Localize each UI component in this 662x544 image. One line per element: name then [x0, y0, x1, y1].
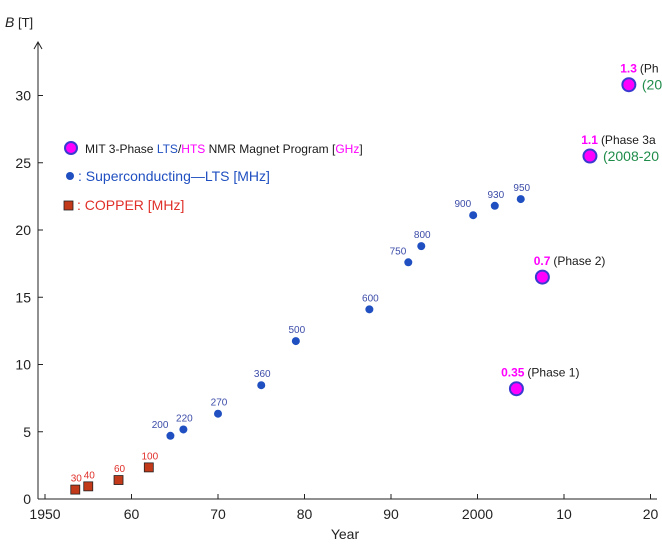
legend-mit-suffix: NMR Magnet Program [ [205, 142, 336, 156]
copper-point [143, 462, 154, 473]
legend-mit-unit: GHz [335, 142, 359, 156]
legend-mit-prefix: MIT 3-Phase [85, 142, 157, 156]
x-tick-label: 70 [210, 506, 226, 522]
legend-copper-label: : COPPER [MHz] [77, 197, 184, 213]
mit-point [508, 381, 524, 397]
y-axis-variable: B [5, 14, 14, 30]
lts-point [469, 211, 478, 220]
lts-point [257, 381, 266, 390]
x-tick-label: 20 [643, 506, 659, 522]
legend-mit-marker [64, 141, 78, 155]
y-axis-title: B [T] [5, 14, 33, 30]
copper-point-label: 100 [141, 451, 158, 462]
copper-point-label: 40 [84, 470, 96, 481]
y-tick-label: 0 [23, 491, 31, 507]
y-axis-unit: [T] [18, 15, 33, 30]
x-tick-label: 10 [556, 506, 572, 522]
lts-point-label: 950 [513, 183, 530, 194]
mit-phase-note: (Phase 2) [553, 254, 605, 268]
x-tick-label: 2000 [462, 506, 493, 522]
x-axis-title: Year [331, 526, 360, 542]
x-tick-label: 80 [297, 506, 313, 522]
axes: 0 5 10 15 20 25 30 1950 60 70 80 90 2000 10 20 Year [15, 40, 659, 542]
legend-copper-marker [63, 200, 74, 211]
copper-point [70, 484, 81, 495]
x-tick-label: 90 [383, 506, 399, 522]
lts-point [417, 242, 426, 251]
copper-point-label: 60 [114, 464, 126, 475]
mit-phase-years: (2008-20 [603, 148, 659, 164]
mit-phase-note: (Phase 3a [601, 133, 656, 147]
lts-point [490, 201, 499, 210]
y-tick-label: 25 [15, 155, 31, 171]
legend: MIT 3-Phase LTS/HTS NMR Magnet Program [… [63, 141, 363, 213]
lts-point [516, 195, 525, 204]
copper-point [83, 481, 94, 492]
data-marks: 30 40 60 100 200 220 270 360 500 600 750 800 900 930 9… [70, 62, 662, 495]
lts-point-label: 750 [390, 246, 407, 257]
lts-point [179, 425, 188, 434]
mit-point [582, 148, 598, 164]
lts-point [365, 305, 374, 314]
mit-phase-years: (20 [642, 77, 662, 93]
mit-point-label: 0.7 [534, 254, 551, 268]
y-axis-arrow [33, 40, 43, 50]
legend-mit-label: MIT 3-Phase LTS/HTS NMR Magnet Program [… [85, 142, 363, 156]
lts-point-label: 220 [176, 413, 193, 424]
legend-mit-slash: / [178, 142, 182, 156]
copper-point-label: 30 [71, 474, 83, 485]
legend-lts-marker [66, 172, 74, 180]
lts-point-label: 900 [454, 199, 471, 210]
lts-point-label: 600 [362, 293, 379, 304]
x-tick-label: 1950 [29, 506, 60, 522]
copper-point [113, 475, 124, 485]
legend-lts-label: : Superconducting—LTS [MHz] [78, 168, 270, 184]
lts-point [166, 431, 175, 440]
mit-point-label: 1.3 [620, 62, 637, 76]
x-tick-label: 60 [124, 506, 140, 522]
lts-point-label: 270 [211, 398, 228, 409]
mit-point [534, 269, 550, 285]
mit-point-label: 0.35 [501, 366, 525, 380]
y-tick-label: 30 [15, 88, 31, 104]
mit-point-label: 1.1 [581, 133, 598, 147]
mit-phase-note: (Ph [640, 62, 659, 76]
legend-mit-close: ] [359, 142, 362, 156]
lts-point-label: 930 [487, 190, 504, 201]
lts-point-label: 200 [152, 420, 169, 431]
lts-point-label: 800 [414, 230, 431, 241]
lts-point-label: 500 [289, 325, 306, 336]
lts-point-label: 360 [254, 369, 271, 380]
mit-phase-note: (Phase 1) [527, 366, 579, 380]
lts-point [404, 258, 413, 267]
lts-point [291, 337, 300, 346]
y-tick-label: 20 [15, 222, 31, 238]
legend-mit-lts: LTS [157, 142, 178, 156]
y-tick-label: 5 [23, 424, 31, 440]
y-tick-label: 10 [15, 357, 31, 373]
mit-point [621, 77, 637, 93]
lts-point [214, 409, 222, 418]
y-tick-label: 15 [15, 289, 31, 305]
legend-mit-hts: HTS [181, 142, 205, 156]
